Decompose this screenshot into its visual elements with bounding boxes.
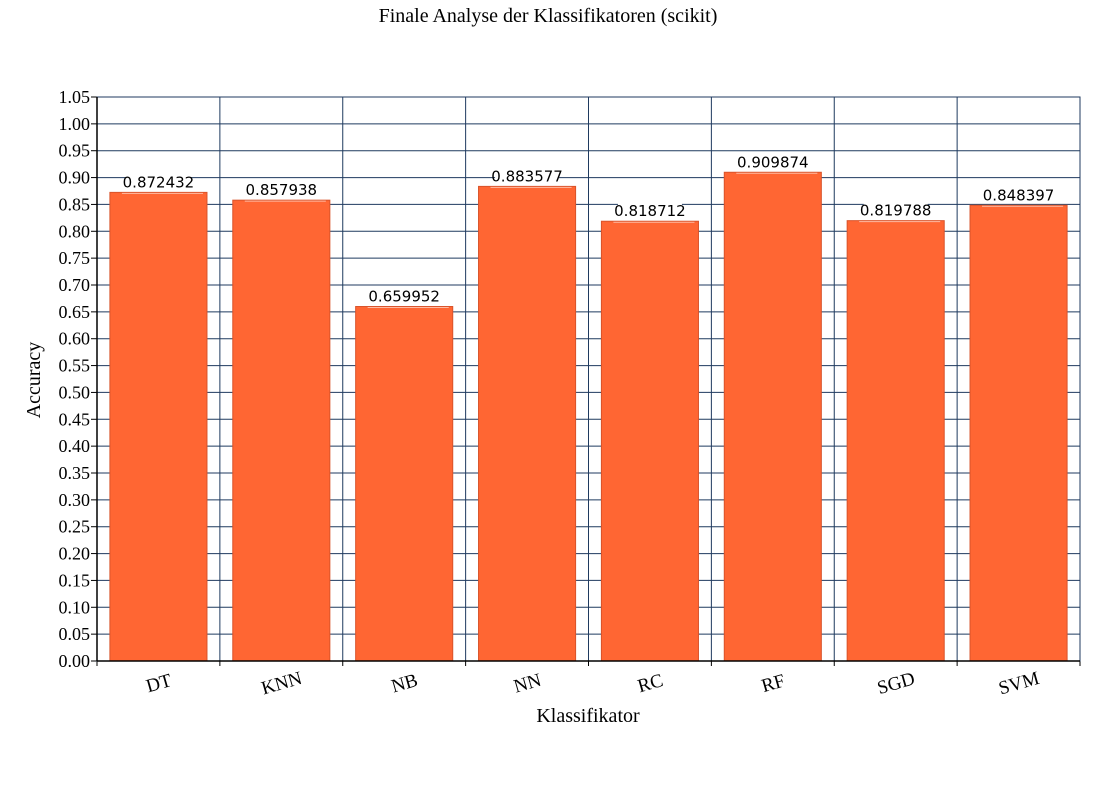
y-tick-label: 0.25 — [59, 517, 91, 537]
bar-value-label: 0.659952 — [368, 288, 440, 306]
bar-value-label: 0.848397 — [983, 186, 1055, 204]
bar-value-label: 0.883577 — [491, 167, 563, 185]
bar-knn — [232, 199, 331, 662]
y-tick-label: 0.00 — [59, 651, 91, 671]
bar-value-label: 0.818712 — [614, 202, 686, 220]
bar-nn — [478, 185, 577, 662]
x-tick-labels: DT KNN NB NN RC RF SGD SVM — [144, 668, 1042, 700]
x-tick-label: RF — [759, 670, 787, 697]
y-tick-label: 0.80 — [59, 221, 91, 241]
axes — [91, 96, 1081, 666]
y-tick-label: 0.30 — [59, 490, 91, 510]
bar-value-label: 0.857938 — [246, 181, 318, 199]
y-tick-label: 0.95 — [59, 141, 91, 161]
x-tick-label: SGD — [875, 668, 917, 699]
y-tick-label: 0.10 — [59, 597, 91, 617]
x-tick-label: RC — [635, 670, 665, 697]
bar-label-background — [495, 167, 560, 185]
bar-rc — [600, 220, 699, 662]
bar-value-label: 0.819788 — [860, 202, 932, 220]
y-tick-label: 0.15 — [59, 570, 91, 590]
y-tick-label: 0.75 — [59, 248, 91, 268]
y-tick-label: 0.65 — [59, 302, 91, 322]
bar-label-background — [863, 201, 928, 219]
bar-value-label: 0.872432 — [123, 173, 195, 191]
bar-value-labels: 0.872432 0.857938 0.659952 0.883577 0.818712… — [123, 153, 1055, 306]
bar-label-background — [372, 287, 437, 305]
y-tick-label: 0.50 — [59, 382, 91, 402]
y-tick-label: 0.70 — [59, 275, 91, 295]
bar-dt — [109, 191, 208, 662]
y-tick-label: 1.00 — [59, 114, 91, 134]
bar-rf — [723, 171, 822, 662]
bars — [109, 171, 1068, 662]
y-tick-labels: 0.00 0.05 0.10 0.15 0.20 0.25 0.30 0.35 0.40 0.45… — [59, 87, 91, 671]
x-axis-title: Klassifikator — [536, 705, 640, 727]
bar-nb — [355, 306, 454, 662]
bar-svm — [969, 204, 1068, 662]
x-tick-label: DT — [144, 670, 175, 697]
bar-label-background — [740, 153, 805, 171]
bar-label-background — [617, 202, 682, 220]
y-tick-label: 1.05 — [59, 87, 91, 107]
y-tick-label: 0.40 — [59, 436, 91, 456]
x-tick-label: KNN — [259, 668, 305, 700]
x-tick-label: NN — [511, 670, 543, 698]
y-tick-label: 0.35 — [59, 463, 91, 483]
bar-sgd — [846, 220, 945, 662]
y-tick-label: 0.20 — [59, 544, 91, 564]
bar-label-background — [249, 181, 314, 199]
y-tick-label: 0.60 — [59, 329, 91, 349]
y-tick-label: 0.85 — [59, 194, 91, 214]
x-tick-label: SVM — [996, 668, 1041, 700]
bar-label-background — [986, 186, 1051, 204]
y-tick-label: 0.45 — [59, 409, 91, 429]
y-tick-label: 0.90 — [59, 168, 91, 188]
y-tick-label: 0.55 — [59, 356, 91, 376]
chart-title: Finale Analyse der Klassifikatoren (scik… — [379, 5, 718, 27]
bar-label-background — [126, 173, 191, 191]
y-tick-label: 0.05 — [59, 624, 91, 644]
x-tick-label: NB — [389, 670, 420, 697]
y-axis-title: Accuracy — [23, 342, 45, 419]
bar-value-label: 0.909874 — [737, 153, 809, 171]
